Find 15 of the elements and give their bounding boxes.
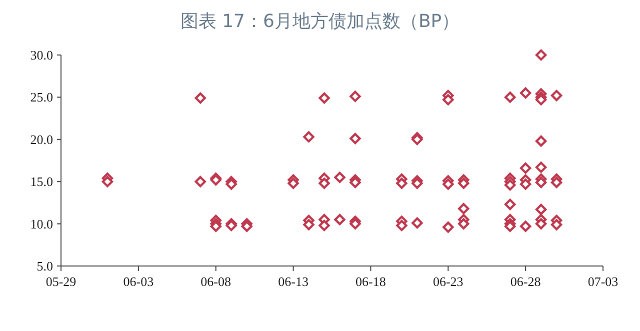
x-tick-label: 06-08 <box>200 274 232 289</box>
y-tick-label: 5.0 <box>36 258 53 274</box>
x-tick-label: 06-13 <box>278 274 308 289</box>
x-tick-label: 07-03 <box>588 274 618 289</box>
y-tick-label: 15.0 <box>30 174 53 190</box>
x-tick-label: 06-18 <box>356 274 386 289</box>
y-tick-label: 10.0 <box>30 216 53 232</box>
y-tick-label: 25.0 <box>30 90 53 105</box>
x-tick-label: 06-03 <box>123 274 154 289</box>
y-tick-label: 30.0 <box>30 48 53 62</box>
x-tick-label: 05-29 <box>46 274 76 289</box>
chart-title: 图表 17：6月地方债加点数（BP） <box>180 11 460 32</box>
x-tick-label: 06-28 <box>510 274 541 289</box>
x-tick-label: 06-23 <box>432 274 464 289</box>
y-tick-label: 20.0 <box>30 132 53 147</box>
